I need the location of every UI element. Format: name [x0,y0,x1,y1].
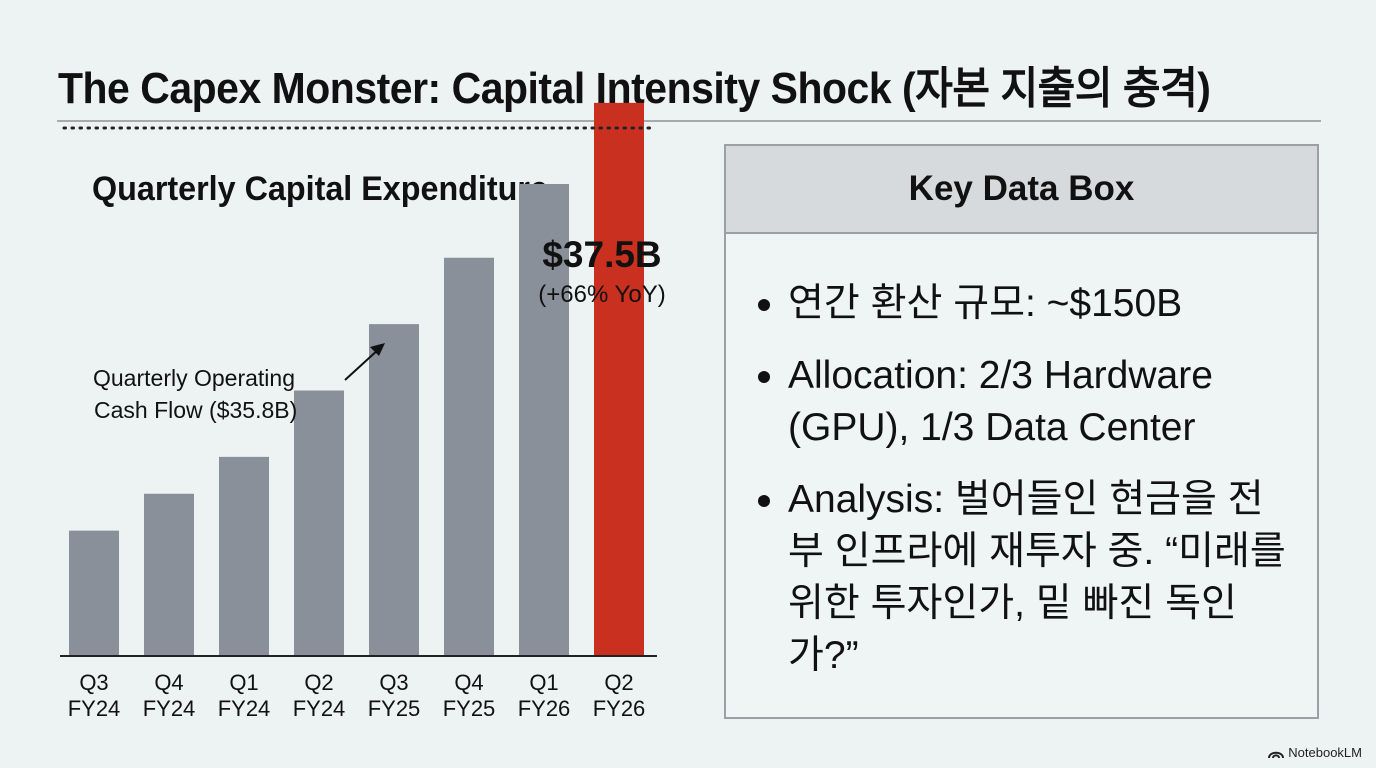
reference-arrow-head [370,343,385,356]
highlight-yoy-label: (+66% YoY) [538,281,665,308]
x-tick-label-quarter-1: Q4 [154,670,183,695]
bar-2 [219,456,269,656]
bar-5 [444,257,494,656]
x-tick-label-quarter-4: Q3 [379,670,408,695]
brand-watermark: NotebookLM [1268,745,1362,760]
x-tick-label-year-3: FY24 [293,696,346,721]
x-tick-label-quarter-7: Q2 [604,670,633,695]
x-tick-label-year-4: FY25 [368,696,421,721]
reference-line-label-line1: Quarterly Operating [93,365,295,391]
key-data-box-title: Key Data Box [726,146,1317,234]
x-tick-label-quarter-2: Q1 [229,670,258,695]
key-data-item-allocation: Allocation: 2/3 Hardware (GPU), 1/3 Data… [754,350,1297,454]
x-tick-label-quarter-3: Q2 [304,670,333,695]
notebooklm-logo-icon [1268,751,1285,758]
x-tick-label-year-6: FY26 [518,696,571,721]
capex-bar-chart: Q3FY24Q4FY24Q1FY24Q2FY24Q3FY25Q4FY25Q1FY… [60,102,666,721]
x-tick-label-year-0: FY24 [68,696,121,721]
key-data-item-annualized: 연간 환산 규모: ~$150B [754,278,1297,330]
chart-title: Quarterly Capital Expenditure [92,170,548,208]
x-tick-label-year-7: FY26 [593,696,646,721]
reference-arrow-shaft [344,347,381,381]
key-data-box: Key Data Box 연간 환산 규모: ~$150B Allocation… [724,144,1319,719]
x-tick-label-year-1: FY24 [143,696,196,721]
x-tick-label-year-2: FY24 [218,696,271,721]
x-tick-label-quarter-0: Q3 [79,670,108,695]
title-divider [57,120,1321,122]
bar-4 [369,324,419,656]
bar-3 [294,390,344,656]
highlight-value-label: $37.5B [542,234,661,275]
bar-6 [519,184,569,656]
x-tick-label-year-5: FY25 [443,696,496,721]
brand-name: NotebookLM [1288,745,1362,760]
reference-line-label-line2: Cash Flow ($35.8B) [94,397,297,423]
x-tick-label-quarter-6: Q1 [529,670,558,695]
x-tick-label-quarter-5: Q4 [454,670,483,695]
key-data-list: 연간 환산 규모: ~$150B Allocation: 2/3 Hardwar… [726,234,1317,682]
bar-0 [69,530,119,656]
key-data-item-analysis: Analysis: 벌어들인 현금을 전부 인프라에 재투자 중. “미래를 위… [754,474,1297,682]
bar-7 [594,102,644,656]
bar-1 [144,493,194,656]
